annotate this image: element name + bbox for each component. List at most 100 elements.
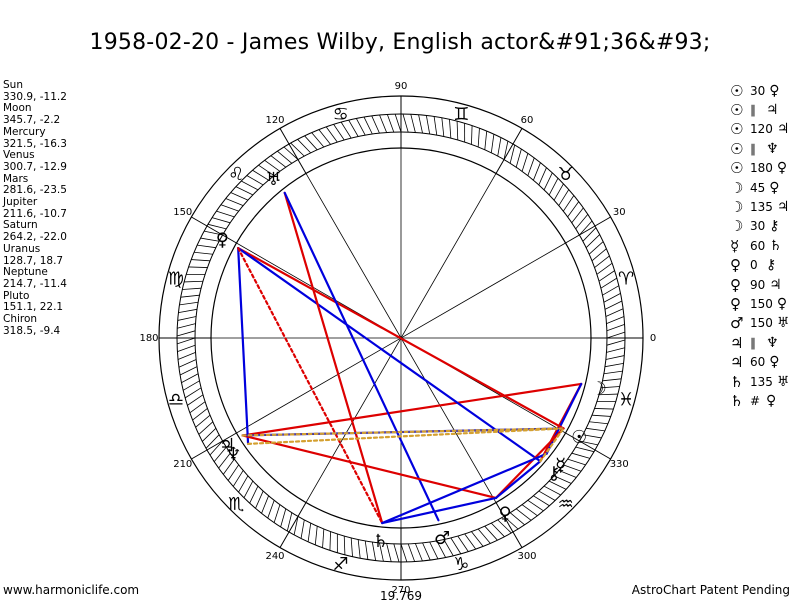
planet-glyph-chiron: ⚷ (547, 463, 560, 484)
planet-name: Mars (3, 172, 29, 185)
degree-tick (177, 351, 196, 360)
degree-tick (249, 486, 259, 504)
sign-divider (191, 216, 237, 244)
aspect-planet-glyph: ♅ (776, 315, 790, 332)
degree-label: 270 (391, 585, 410, 596)
degree-tick (457, 535, 469, 552)
aspect-row: ☉ 120 ♃ (730, 120, 789, 139)
degree-tick (422, 542, 431, 561)
degree-tick (277, 150, 293, 164)
degree-tick (188, 266, 208, 268)
degree-tick (527, 499, 544, 512)
degree-tick (414, 543, 423, 562)
degree-tick (575, 446, 595, 453)
degree-tick (364, 540, 369, 560)
planet-glyph-mars: ♂ (434, 528, 450, 549)
aspect-type: 90 (750, 277, 766, 292)
aspect-planet-glyph: ♃ (730, 333, 744, 352)
degree-tick (340, 121, 352, 139)
degree-tick (195, 414, 211, 428)
degree-tick (314, 526, 318, 545)
degree-tick (579, 440, 598, 446)
degree-tick (238, 475, 249, 493)
degree-tick (222, 458, 235, 475)
planet-glyph-uranus: ♅ (265, 169, 281, 190)
degree-label: 30 (613, 207, 626, 218)
degree-tick (425, 115, 431, 135)
footer-website[interactable]: www.harmoniclife.com (3, 583, 140, 597)
degree-label: 210 (173, 459, 192, 470)
aspect-row: ♄ 135 ♅ (730, 372, 789, 391)
degree-tick (189, 401, 206, 414)
planet-name: Jupiter (3, 196, 38, 209)
degree-tick (357, 539, 361, 559)
planet-position: 321.5, -16.3 (3, 137, 67, 150)
aspect-planet-glyph: ♀ (730, 256, 741, 275)
degree-tick (325, 126, 338, 143)
degree-tick (177, 344, 196, 353)
degree-tick (599, 393, 618, 396)
aspect-line (241, 382, 583, 437)
degree-tick (290, 142, 305, 157)
degree-tick (509, 144, 516, 164)
aspect-planet-glyph: ♄ (769, 237, 782, 254)
planet-glyphs: ☉ ☽ ☿ ♀ ♂ ♃ ♄ ♅ ♆ ♀ ⚷ (216, 169, 607, 552)
aspect-line (237, 247, 542, 463)
planet-position: 318.5, -9.4 (3, 324, 61, 337)
aspect-planet-glyph: ♀ (776, 295, 788, 312)
planet-position: 281.6, -23.5 (3, 184, 67, 197)
degree-tick (602, 378, 622, 382)
degree-tick (348, 119, 359, 137)
degree-tick (490, 134, 495, 153)
degree-tick (589, 421, 608, 425)
degree-tick (402, 113, 409, 133)
degree-tick (567, 201, 580, 218)
aspect-planet-glyph: ☽ (730, 198, 744, 217)
degree-tick (497, 519, 512, 534)
degree-tick (252, 169, 269, 181)
degree-tick (182, 380, 200, 391)
degree-tick (184, 280, 203, 283)
degree-tick (582, 227, 597, 242)
zodiac-sign-glyph: ♐ (333, 554, 349, 575)
aspect-row: ☉ 180 ♀ (730, 159, 789, 178)
aspect-row: ☉ 30 ♀ (730, 81, 789, 100)
degree-tick (471, 125, 473, 145)
degree-tick (571, 452, 591, 459)
degree-tick (579, 220, 593, 236)
degree-tick (179, 366, 198, 376)
degree-tick (177, 323, 196, 329)
degree-tick (456, 121, 459, 140)
planet-name: Chiron (3, 313, 38, 326)
aspect-planet-glyph: ♀ (769, 354, 780, 371)
planet-glyph-moon: ☽ (591, 378, 607, 399)
footer-credit: AstroChart Patent Pending (631, 583, 790, 597)
degree-tick (207, 223, 227, 230)
degree-tick (477, 128, 480, 148)
aspect-planet-glyph: ♀ (776, 160, 788, 177)
aspect-type: 135 (750, 374, 773, 389)
degree-tick (606, 331, 626, 339)
planet-position: 300.7, -12.9 (3, 160, 67, 173)
planet-glyph-pluto: ♀ (216, 229, 229, 250)
aspect-line (237, 247, 384, 525)
degree-tick (567, 458, 586, 466)
aspect-planet-glyph: ♃ (730, 353, 744, 372)
aspect-type: 150 (750, 316, 773, 331)
zodiac-sign-glyph: ♉ (558, 164, 574, 185)
degree-tick (192, 408, 208, 421)
degree-tick (283, 146, 299, 160)
aspect-row: ☉ ∥ ♃ (730, 100, 789, 119)
degree-tick (300, 519, 305, 539)
zodiac-sign-glyph: ♊ (453, 104, 469, 125)
degree-tick (197, 244, 216, 249)
degree-tick (230, 192, 249, 201)
degree-tick (273, 504, 281, 523)
aspect-row: ☿ 60 ♄ (730, 236, 789, 255)
sign-divider (565, 432, 611, 460)
degree-tick (571, 207, 584, 224)
aspect-type: # (750, 393, 761, 408)
degree-tick (603, 292, 621, 303)
degree-tick (355, 118, 366, 136)
degree-tick (200, 237, 220, 242)
